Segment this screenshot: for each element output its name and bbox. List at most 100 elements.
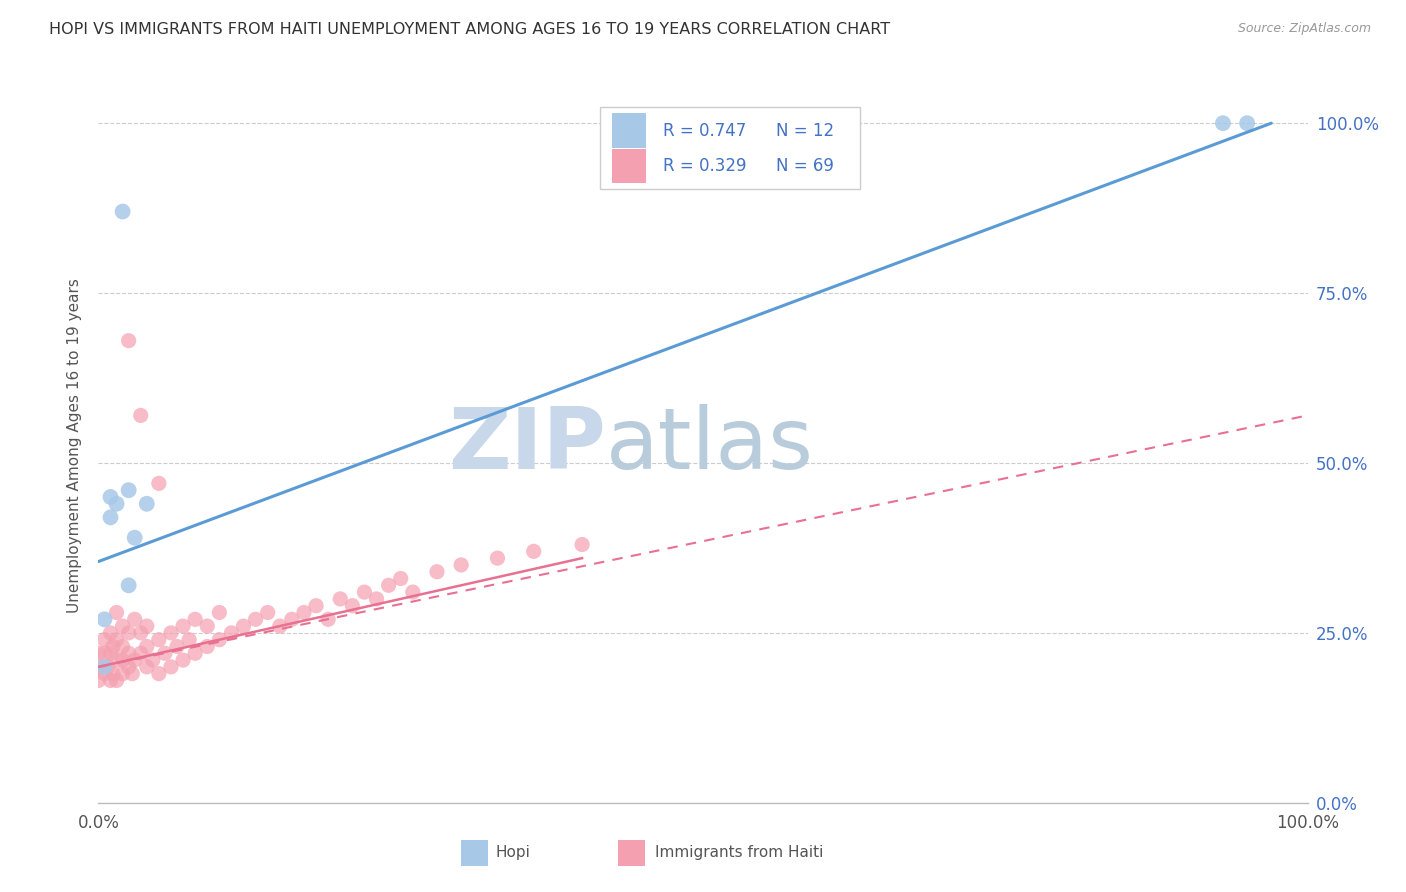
Point — [118, 334, 141, 348]
Point — [142, 653, 165, 667]
Point — [195, 619, 218, 633]
Point — [184, 646, 207, 660]
Point — [179, 632, 201, 647]
Bar — [619, 840, 645, 865]
Bar — [613, 113, 647, 148]
Point — [87, 660, 110, 674]
Point — [1236, 116, 1258, 130]
Point — [135, 619, 157, 633]
Text: Source: ZipAtlas.com: Source: ZipAtlas.com — [1237, 22, 1371, 36]
Point — [129, 626, 152, 640]
Point — [105, 606, 128, 620]
Point — [101, 666, 124, 681]
Point — [93, 632, 115, 647]
Point — [135, 660, 157, 674]
Point — [124, 653, 146, 667]
Point — [111, 666, 134, 681]
Point — [166, 640, 188, 654]
Point — [377, 578, 399, 592]
Point — [135, 497, 157, 511]
Point — [172, 619, 194, 633]
Point — [93, 660, 115, 674]
Point — [342, 599, 364, 613]
Point — [100, 626, 122, 640]
Point — [195, 640, 218, 654]
Point — [93, 612, 115, 626]
Point — [97, 660, 120, 674]
Point — [105, 673, 128, 688]
Text: ZIP: ZIP — [449, 404, 606, 488]
Point — [87, 646, 110, 660]
Point — [486, 551, 509, 566]
Point — [153, 646, 176, 660]
Point — [389, 572, 412, 586]
Point — [111, 619, 134, 633]
Text: HOPI VS IMMIGRANTS FROM HAITI UNEMPLOYMENT AMONG AGES 16 TO 19 YEARS CORRELATION: HOPI VS IMMIGRANTS FROM HAITI UNEMPLOYME… — [49, 22, 890, 37]
Point — [118, 646, 141, 660]
Point — [292, 606, 315, 620]
Point — [93, 646, 115, 660]
Text: Immigrants from Haiti: Immigrants from Haiti — [655, 846, 823, 860]
Point — [100, 510, 122, 524]
Bar — [613, 149, 647, 184]
Point — [124, 612, 146, 626]
Point — [353, 585, 375, 599]
Text: N = 69: N = 69 — [776, 157, 834, 175]
Point — [269, 619, 291, 633]
Point — [101, 640, 124, 654]
Point — [105, 653, 128, 667]
Text: R = 0.329: R = 0.329 — [664, 157, 747, 175]
Point — [118, 483, 141, 498]
Point — [160, 660, 183, 674]
Point — [148, 476, 170, 491]
Point — [184, 612, 207, 626]
Point — [129, 409, 152, 423]
Point — [426, 565, 449, 579]
Point — [245, 612, 267, 626]
Point — [256, 606, 278, 620]
Point — [329, 591, 352, 606]
Text: R = 0.747: R = 0.747 — [664, 121, 747, 139]
Point — [316, 612, 339, 626]
Point — [93, 660, 115, 674]
Point — [160, 626, 183, 640]
Point — [100, 490, 122, 504]
Point — [221, 626, 243, 640]
Point — [1212, 116, 1234, 130]
Point — [148, 666, 170, 681]
Point — [87, 673, 110, 688]
FancyBboxPatch shape — [600, 107, 860, 189]
Point — [148, 632, 170, 647]
Point — [111, 640, 134, 654]
Point — [523, 544, 546, 558]
Point — [121, 666, 143, 681]
Point — [100, 673, 122, 688]
Point — [105, 497, 128, 511]
Point — [450, 558, 472, 572]
Point — [105, 632, 128, 647]
Point — [402, 585, 425, 599]
Point — [135, 640, 157, 654]
Text: N = 12: N = 12 — [776, 121, 834, 139]
Point — [366, 591, 388, 606]
Bar — [461, 840, 488, 865]
Text: Hopi: Hopi — [495, 846, 530, 860]
Point — [232, 619, 254, 633]
Point — [111, 653, 134, 667]
Point — [129, 646, 152, 660]
Point — [281, 612, 304, 626]
Point — [111, 204, 134, 219]
Point — [100, 646, 122, 660]
Text: atlas: atlas — [606, 404, 814, 488]
Point — [305, 599, 328, 613]
Point — [172, 653, 194, 667]
Point — [93, 666, 115, 681]
Point — [124, 531, 146, 545]
Point — [208, 632, 231, 647]
Point — [118, 578, 141, 592]
Point — [118, 660, 141, 674]
Point — [118, 626, 141, 640]
Y-axis label: Unemployment Among Ages 16 to 19 years: Unemployment Among Ages 16 to 19 years — [66, 278, 82, 614]
Point — [208, 606, 231, 620]
Point — [571, 537, 593, 551]
